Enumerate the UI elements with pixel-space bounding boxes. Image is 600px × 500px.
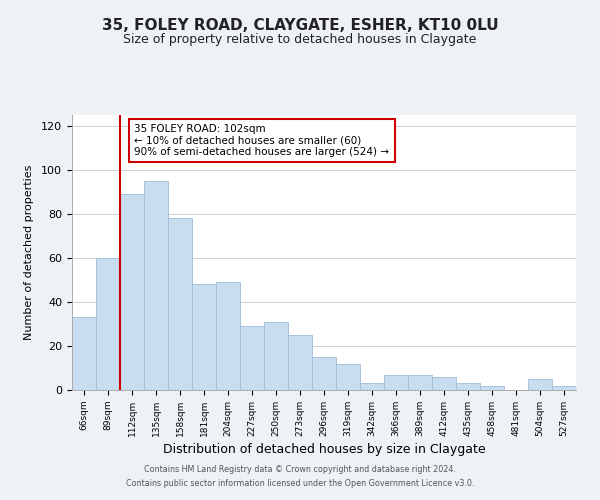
Bar bbox=[456, 384, 480, 390]
Bar bbox=[96, 258, 120, 390]
Bar bbox=[120, 194, 144, 390]
Bar bbox=[336, 364, 360, 390]
X-axis label: Distribution of detached houses by size in Claygate: Distribution of detached houses by size … bbox=[163, 443, 485, 456]
Bar bbox=[312, 357, 336, 390]
Text: Size of property relative to detached houses in Claygate: Size of property relative to detached ho… bbox=[124, 32, 476, 46]
Text: 35, FOLEY ROAD, CLAYGATE, ESHER, KT10 0LU: 35, FOLEY ROAD, CLAYGATE, ESHER, KT10 0L… bbox=[101, 18, 499, 32]
Bar bbox=[408, 374, 432, 390]
Bar bbox=[432, 377, 456, 390]
Bar bbox=[528, 379, 552, 390]
Bar bbox=[72, 318, 96, 390]
Bar bbox=[144, 181, 168, 390]
Bar bbox=[216, 282, 240, 390]
Bar bbox=[264, 322, 288, 390]
Y-axis label: Number of detached properties: Number of detached properties bbox=[24, 165, 34, 340]
Bar bbox=[288, 335, 312, 390]
Bar bbox=[168, 218, 192, 390]
Text: 35 FOLEY ROAD: 102sqm
← 10% of detached houses are smaller (60)
90% of semi-deta: 35 FOLEY ROAD: 102sqm ← 10% of detached … bbox=[134, 124, 389, 157]
Bar bbox=[360, 384, 384, 390]
Bar bbox=[552, 386, 576, 390]
Bar bbox=[192, 284, 216, 390]
Text: Contains HM Land Registry data © Crown copyright and database right 2024.
Contai: Contains HM Land Registry data © Crown c… bbox=[126, 466, 474, 487]
Bar bbox=[480, 386, 504, 390]
Bar bbox=[240, 326, 264, 390]
Bar bbox=[384, 374, 408, 390]
